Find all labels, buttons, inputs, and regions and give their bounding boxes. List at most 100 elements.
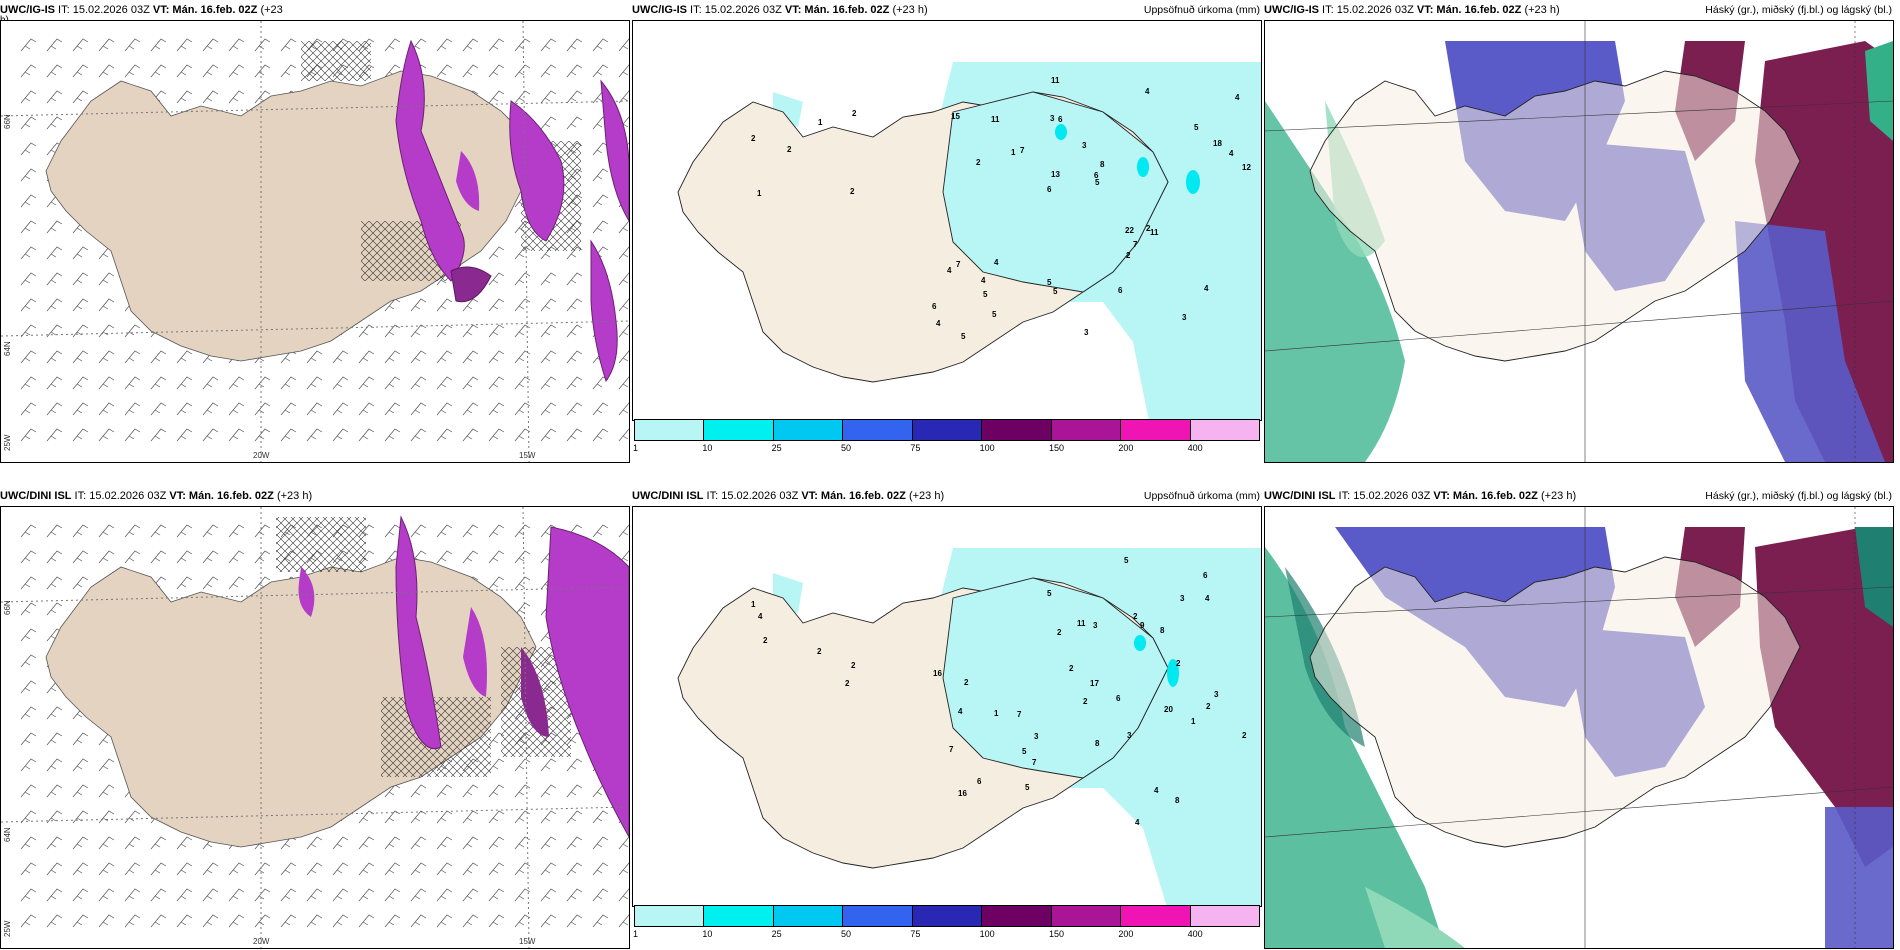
wind-barbs [20,524,629,928]
lon-label-15w: 15W [519,937,536,946]
lead-time: (+23 h) [905,490,945,502]
precip-value-label: 3 [1034,732,1039,741]
precip-value-label: 6 [977,777,982,786]
precip-value-label: 8 [1175,796,1180,805]
lead-time: (+23 h) [273,490,313,502]
init-time: IT: 15.02.2026 03Z [703,490,802,502]
colorbar-tick-label: 100 [979,443,995,453]
precip-value-label: 11 [991,115,1000,124]
precip-value-label: 5 [1124,556,1129,565]
precip-colorbar [634,419,1260,441]
precip-value-label: 2 [852,109,857,118]
valid-time: VT: Mán. 16.feb. 02Z [169,490,274,502]
precip-value-label: 2 [751,134,756,143]
precip-value-label: 2 [851,661,856,670]
colorbar-segment [843,420,913,440]
model-name: UWC/IG-IS [0,4,55,16]
precip-value-label: 4 [994,258,999,267]
colorbar-tick-label: 200 [1118,929,1134,939]
colorbar-segment [1121,420,1191,440]
panel-subtitle: Uppsöfnuð úrkoma (mm) [1143,4,1260,16]
precip-value-label: 6 [1094,171,1099,180]
precip-value-label: 3 [1050,114,1055,123]
colorbar-tick-label: 150 [1049,443,1065,453]
precip-value-label: 9 [1140,621,1145,630]
colorbar-segment [843,906,913,926]
precip-map-svg: 2222113377656811151112221865131144342312… [677,62,1261,420]
precip-value-label: 4 [1205,594,1210,603]
cloud-map-panel-bottom: UWC/DINI ISL IT: 15.02.2026 03Z VT: Mán.… [1264,486,1894,949]
precip-value-label: 6 [1118,286,1123,295]
colorbar-segment [1190,906,1259,926]
precip-value-label: 6 [932,302,937,311]
wind-map-panel-bottom: UWC/DINI ISL IT: 15.02.2026 03Z VT: Mán.… [0,486,630,949]
panel-title: UWC/DINI ISL IT: 15.02.2026 03Z VT: Mán.… [1264,487,1894,505]
panel-title: UWC/DINI ISL IT: 15.02.2026 03Z VT: Mán.… [0,487,630,505]
precip-map-panel-bottom: UWC/DINI ISL IT: 15.02.2026 03Z VT: Mán.… [632,486,1262,949]
colorbar-segment [635,420,705,440]
cloud-map-frame [1264,20,1894,463]
precip-value-label: 7 [1017,710,1022,719]
lon-label-20w: 20W [253,451,270,460]
valid-time: VT: Mán. 16.feb. 02Z [784,4,890,16]
precip-value-label: 2 [1146,224,1151,233]
precip-value-label: 5 [992,310,997,319]
colorbar-tick-label: 75 [910,443,921,453]
precip-value-label: 6 [1203,571,1208,580]
wind-map-svg [1,21,629,462]
colorbar-tick-label: 25 [771,443,782,453]
init-time: IT: 15.02.2026 03Z [1319,4,1417,16]
precip-value-label: 2 [1206,702,1211,711]
precip-value-label: 1 [994,709,999,718]
colorbar-tick-label: 1 [633,443,639,453]
precip-value-label: 5 [1047,278,1052,287]
precip-value-label: 4 [1145,87,1150,96]
precip-value-label: 12 [1242,163,1251,172]
precip-value-label: 5 [1022,747,1027,756]
model-name: UWC/DINI ISL [0,490,72,502]
colorbar-tick-label: 75 [910,929,921,939]
precip-value-label: 4 [1135,818,1140,827]
valid-time: VT: Mán. 16.feb. 02Z [801,490,906,502]
precip-value-label: 22 [1125,226,1134,235]
colorbar-segment [1051,420,1122,440]
colorbar-tick-label: 10 [702,929,713,939]
precip-value-label: 1 [757,189,762,198]
colorbar-segment [912,420,983,440]
precip-value-label: 11 [1051,76,1060,85]
lat-label-66n: 66N [3,114,12,129]
precip-value-label: 3 [1093,621,1098,630]
panel-title: UWC/IG-IS IT: 15.02.2026 03Z VT: Mán. 16… [632,1,1262,19]
panel-title: UWC/IG-IS IT: 15.02.2026 03Z VT: Mán. 16… [0,1,630,26]
precip-value-label: 4 [758,612,763,621]
valid-time: VT: Mán. 16.feb. 02Z [1416,4,1522,16]
panel-title: UWC/DINI ISL IT: 15.02.2026 03Z VT: Mán.… [632,487,1262,505]
precip-value-label: 6 [1116,694,1121,703]
lat-label-66n: 66N [3,600,12,615]
lead-time: (+23 h) [1521,4,1560,16]
precip-value-label: 8 [1100,160,1105,169]
model-name: UWC/DINI ISL [632,490,704,502]
precip-value-label: 3 [1214,690,1219,699]
precip-value-label: 5 [961,332,966,341]
precip-value-label: 7 [1020,146,1025,155]
precip-value-label: 1 [1011,148,1016,157]
colorbar-tick-label: 25 [771,929,782,939]
precip-value-label: 4 [1235,93,1240,102]
precip-value-label: 2 [763,636,768,645]
precip-value-label: 4 [1204,284,1209,293]
precip-value-label: 2 [964,678,969,687]
precip-value-label: 1 [818,118,823,127]
precip-value-label: 2 [1083,697,1088,706]
precip-value-label: 5 [1194,123,1199,132]
precip-value-label: 5 [983,290,988,299]
precip-value-label: 5 [1053,287,1058,296]
lat-label-64n: 64N [3,827,12,842]
colorbar-tick-label: 1 [633,929,639,939]
colorbar-segment [1121,906,1191,926]
colorbar-segment [912,906,983,926]
precip-value-label: 3 [1084,328,1089,337]
colorbar-segment [704,420,774,440]
